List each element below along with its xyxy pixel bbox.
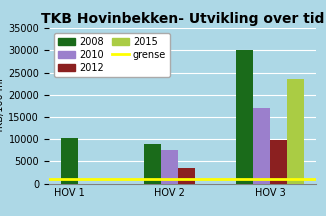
Y-axis label: TKB/100 ml: TKB/100 ml [0,78,6,134]
Title: TKB Hovinbekken- Utvikling over tid: TKB Hovinbekken- Utvikling over tid [41,11,324,25]
Bar [253,108,270,184]
Bar [178,168,195,184]
Bar [61,138,78,184]
Bar [287,79,304,184]
Bar [236,50,253,184]
Bar [161,150,178,184]
Bar [144,144,161,184]
Bar [270,140,287,184]
Legend: 2008, 2010, 2012, 2015, grense: 2008, 2010, 2012, 2015, grense [54,33,170,76]
